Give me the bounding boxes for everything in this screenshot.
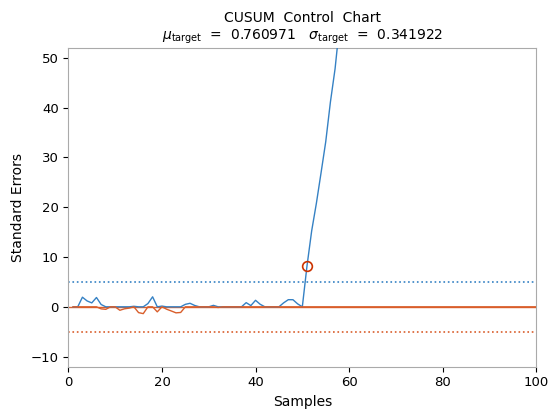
Title: CUSUM  Control  Chart
$\mu_{\mathrm{target}}$  =  0.760971   $\sigma_{\mathrm{ta: CUSUM Control Chart $\mu_{\mathrm{target… xyxy=(162,11,443,46)
X-axis label: Samples: Samples xyxy=(273,395,332,409)
Y-axis label: Standard Errors: Standard Errors xyxy=(11,152,25,262)
